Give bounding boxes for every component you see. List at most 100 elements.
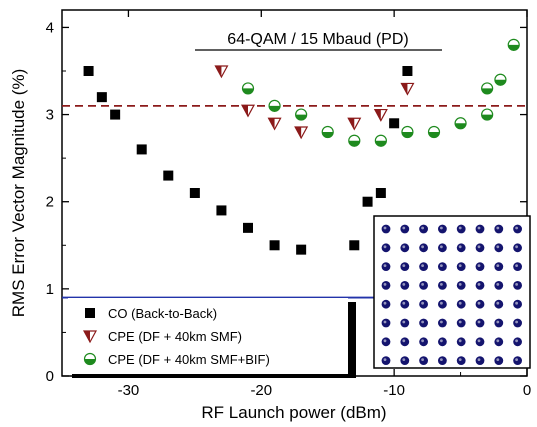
data-point-square <box>216 205 227 216</box>
data-point-square <box>402 66 413 76</box>
constellation-point <box>475 281 485 290</box>
data-point-circle <box>454 117 467 130</box>
constellation-point <box>456 224 466 234</box>
constellation-point <box>456 318 466 328</box>
constellation-point <box>381 318 391 328</box>
data-point-circle <box>481 82 494 95</box>
data-point-circle <box>507 38 520 51</box>
y-axis-title: RMS Error Vector Magnitude (%) <box>9 69 28 317</box>
constellation-point <box>475 337 485 347</box>
x-tick-label: 0 <box>523 382 531 399</box>
y-tick-label: 3 <box>46 107 54 124</box>
legend-label: CPE (DF + 40km SMF) <box>108 329 242 344</box>
constellation-point <box>475 299 485 309</box>
constellation-point <box>513 299 522 309</box>
constellation-point <box>513 281 522 290</box>
constellation-point <box>419 318 428 328</box>
constellation-point <box>438 262 447 271</box>
data-point-square <box>243 222 253 233</box>
constellation-point <box>438 337 447 347</box>
constellation-point <box>456 299 466 309</box>
constellation-point <box>419 262 428 271</box>
legend: CO (Back-to-Back) CPE (DF + 40km SMF) CPE … <box>68 298 356 378</box>
data-point-square <box>296 244 307 255</box>
constellation-point <box>438 299 447 309</box>
data-point-triangle <box>240 104 256 118</box>
constellation-points <box>381 224 522 365</box>
data-point-triangle <box>347 117 362 131</box>
series-2 <box>214 65 415 140</box>
data-point-circle <box>83 352 97 366</box>
x-tick-label: -30 <box>118 382 140 399</box>
inset-frame <box>373 215 531 369</box>
constellation-point <box>438 318 447 328</box>
data-point-square <box>389 118 400 129</box>
data-point-square <box>85 308 95 318</box>
data-point-square <box>375 188 386 198</box>
data-point-circle <box>295 108 308 121</box>
constellation-inset <box>373 215 531 369</box>
constellation-point <box>456 337 466 347</box>
constellation-point <box>419 243 428 253</box>
data-point-triangle <box>400 82 415 96</box>
chart-title: 64-QAM / 15 Mbaud (PD) <box>227 31 408 48</box>
constellation-point <box>494 318 504 328</box>
constellation-point <box>475 262 485 271</box>
constellation-point <box>456 356 466 365</box>
constellation-point <box>438 243 447 253</box>
data-point-square <box>96 92 107 103</box>
constellation-point <box>494 299 504 309</box>
data-point-circle <box>374 134 387 147</box>
constellation-point <box>494 356 504 365</box>
data-point-circle <box>427 125 441 139</box>
constellation-point <box>400 243 410 253</box>
constellation-point <box>381 337 391 347</box>
data-point-triangle <box>294 126 309 140</box>
constellation-point <box>513 356 522 365</box>
data-point-circle <box>348 134 361 147</box>
y-tick-label: 4 <box>46 19 54 36</box>
constellation-point <box>475 356 485 365</box>
y-tick-label: 0 <box>46 368 54 385</box>
series-3 <box>241 38 520 147</box>
data-point-circle <box>401 125 414 139</box>
data-point-square <box>362 196 373 207</box>
constellation-point <box>400 224 410 234</box>
data-point-square <box>269 240 280 251</box>
constellation-point <box>419 299 428 309</box>
constellation-point <box>513 243 522 253</box>
constellation-point <box>456 243 466 253</box>
constellation-point <box>475 243 485 253</box>
data-point-triangle <box>214 65 229 79</box>
constellation-point <box>513 224 522 234</box>
constellation-point <box>381 243 391 253</box>
constellation-point <box>513 262 522 271</box>
constellation-point <box>419 281 428 290</box>
data-point-circle <box>321 125 334 139</box>
constellation-point <box>456 281 466 290</box>
constellation-point <box>438 356 447 365</box>
data-point-triangle <box>267 117 282 131</box>
data-point-square <box>189 188 200 198</box>
constellation-point <box>494 337 504 347</box>
constellation-point <box>438 224 447 234</box>
x-axis-title: RF Launch power (dBm) <box>201 403 386 422</box>
y-tick-label: 1 <box>46 281 54 298</box>
constellation-point <box>475 224 485 234</box>
constellation-point <box>456 262 466 271</box>
constellation-point <box>494 243 504 253</box>
data-point-circle <box>481 108 494 121</box>
data-point-triangle <box>373 108 388 122</box>
constellation-point <box>475 318 485 328</box>
constellation-point <box>419 356 428 365</box>
x-tick-label: -20 <box>250 382 272 399</box>
data-point-circle <box>268 99 281 112</box>
data-point-circle <box>241 82 255 95</box>
constellation-point <box>381 262 391 271</box>
constellation-point <box>494 224 504 234</box>
constellation-point <box>381 299 391 309</box>
constellation-point <box>438 281 447 290</box>
constellation-point <box>513 318 522 328</box>
constellation-point <box>494 281 504 290</box>
